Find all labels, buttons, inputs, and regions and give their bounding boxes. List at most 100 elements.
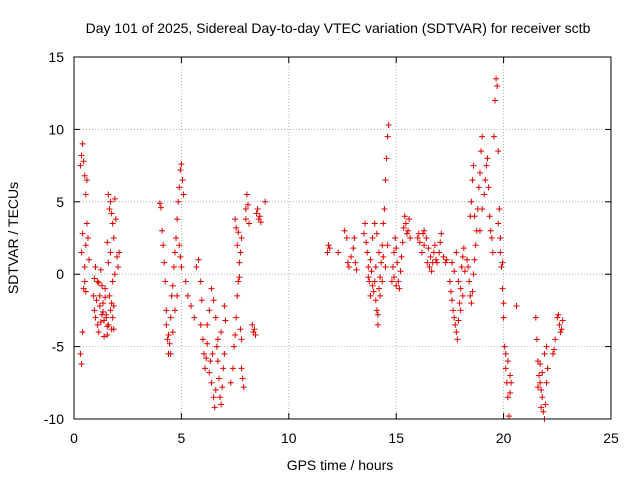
data-point [398,253,405,260]
data-point [213,343,220,350]
data-point [244,201,251,208]
x-tick-label: 10 [281,430,297,446]
data-point [502,365,509,372]
data-point [403,230,410,237]
data-point [457,285,464,292]
data-point [500,314,507,321]
data-point [438,230,445,237]
data-point [234,292,241,299]
data-point [392,235,399,241]
data-point [377,292,384,299]
data-point [407,235,414,241]
data-point [554,314,561,321]
data-point [532,314,539,321]
data-point [373,307,380,314]
data-point [505,413,512,420]
data-point [169,329,176,336]
data-point [115,263,122,270]
data-point [232,332,239,339]
data-point [214,358,221,365]
data-point [98,311,105,318]
data-point [206,369,213,376]
data-point [499,285,506,292]
data-point [550,350,557,357]
data-point [414,235,421,241]
data-point [382,263,389,270]
data-point [489,249,496,256]
data-point [500,300,507,307]
data-point [335,249,342,256]
data-point [389,263,396,270]
data-point [494,82,501,89]
data-point [484,155,491,162]
data-point [363,239,370,246]
data-point [376,249,383,256]
data-point [451,314,458,321]
data-point [420,230,427,237]
data-point [534,384,541,391]
data-point [460,245,467,252]
data-point [79,140,86,147]
data-point [486,213,493,220]
data-point [372,297,379,304]
data-point [350,245,357,252]
data-point [469,177,476,184]
data-point [388,278,395,285]
data-point [428,268,435,275]
data-point [219,384,226,391]
data-point [364,249,371,256]
data-point [111,195,118,202]
data-point [203,355,210,362]
data-point [77,162,84,169]
data-point [215,375,222,382]
data-point [391,249,398,256]
data-point [381,206,388,213]
data-point [365,263,372,270]
data-point [434,259,441,266]
data-point [105,191,112,198]
data-point [352,259,359,266]
data-point [78,360,85,367]
data-point [492,97,499,104]
data-point [490,133,497,140]
data-point [175,198,182,205]
data-point [421,227,428,234]
data-point [360,230,367,237]
data-point [176,184,183,191]
data-point [249,321,256,328]
y-tick-label: -10 [44,411,64,427]
data-point [468,198,475,205]
data-point [109,220,116,227]
data-point [168,292,175,299]
data-point [246,220,253,227]
data-point [208,285,215,292]
data-point [98,282,105,289]
data-point [167,314,174,321]
data-point [99,300,106,307]
data-point [83,220,90,227]
data-point [431,242,438,249]
data-point [453,329,460,336]
data-point [537,360,544,367]
data-point [253,210,260,217]
data-point [539,369,546,376]
data-point [164,336,171,343]
data-point [211,404,218,411]
data-point [325,242,332,249]
data-point [440,253,447,260]
data-point [93,297,100,304]
data-point [495,220,502,227]
data-point [508,379,515,386]
data-point [202,365,209,372]
data-point [543,343,550,350]
data-point [184,292,191,299]
data-point [174,216,181,223]
data-point [104,332,111,339]
data-point [204,321,211,328]
data-point [405,227,412,234]
data-point [105,259,112,266]
data-point [365,274,372,281]
data-point [507,372,514,379]
data-point [212,314,219,321]
data-point [555,311,562,318]
